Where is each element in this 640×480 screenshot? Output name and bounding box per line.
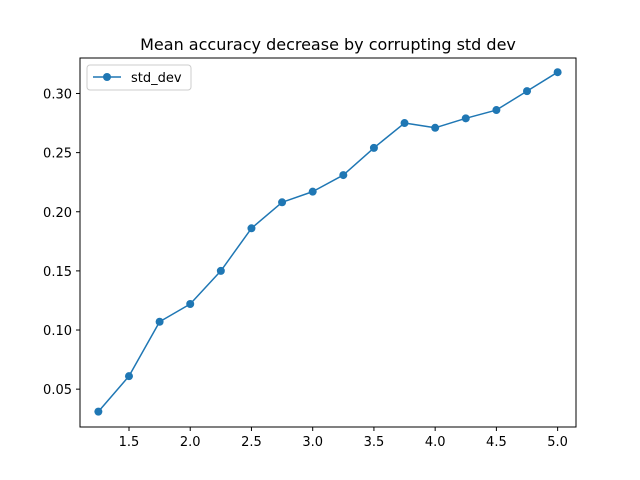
- y-tick-label: 0.10: [43, 324, 72, 339]
- series-line: [97, 71, 559, 413]
- x-tick-label: 5.0: [547, 435, 568, 450]
- data-point: [216, 266, 225, 275]
- x-axis: 1.5 2.0 2.5 3.0 3.5 4.0 4.5 5.0: [119, 427, 568, 450]
- y-tick-label: 0.05: [43, 383, 72, 398]
- plot-area: [79, 57, 577, 428]
- y-tick-label: 0.15: [43, 265, 72, 280]
- legend: std_dev: [86, 64, 192, 91]
- series-layer: [94, 68, 562, 416]
- data-point: [308, 187, 317, 196]
- x-tick-label: 2.0: [180, 435, 201, 450]
- y-tick-label: 0.25: [43, 147, 72, 162]
- data-point: [155, 317, 164, 326]
- x-tick-label: 4.5: [486, 435, 507, 450]
- data-point: [186, 300, 195, 308]
- legend-marker: [103, 73, 111, 81]
- x-tick-label: 4.0: [425, 435, 446, 450]
- data-point: [94, 407, 103, 416]
- data-point: [461, 114, 470, 123]
- x-tick-label: 1.5: [119, 435, 140, 450]
- x-tick-label: 3.0: [302, 435, 323, 450]
- y-tick-label: 0.20: [43, 206, 72, 221]
- data-point: [278, 198, 287, 207]
- data-point: [492, 106, 501, 115]
- x-tick-label: 3.5: [364, 435, 385, 450]
- data-point: [247, 224, 256, 233]
- chart-title: Mean accuracy decrease by corrupting std…: [140, 35, 516, 54]
- data-point: [124, 372, 133, 381]
- data-point: [523, 87, 532, 96]
- y-tick-label: 0.30: [43, 87, 72, 102]
- data-point: [553, 68, 562, 77]
- x-tick-label: 2.5: [241, 435, 262, 450]
- data-point: [400, 119, 409, 128]
- legend-label: std_dev: [131, 71, 182, 86]
- data-point: [431, 123, 440, 132]
- data-point: [369, 143, 378, 152]
- y-axis: 0.05 0.10 0.15 0.20 0.25 0.30: [43, 87, 80, 398]
- data-point: [339, 171, 348, 180]
- legend-box: [86, 64, 192, 91]
